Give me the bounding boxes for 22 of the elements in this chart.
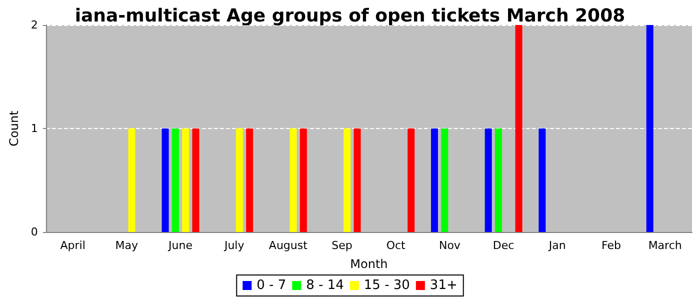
x-tick-label: July — [223, 239, 245, 252]
x-tick-label: Jan — [548, 239, 566, 252]
legend-label: 8 - 14 — [306, 278, 344, 293]
x-tick-label: Sep — [332, 239, 352, 252]
x-tick-label: Nov — [438, 239, 461, 252]
y-tick-label: 2 — [30, 18, 38, 32]
legend-label: 31+ — [430, 278, 458, 293]
x-tick-label: August — [268, 239, 308, 252]
x-tick-label: Oct — [386, 239, 406, 252]
legend-label: 15 - 30 — [364, 278, 410, 293]
x-tick-label: Dec — [492, 239, 514, 252]
legend-label: 0 - 7 — [256, 278, 286, 293]
y-tick-label: 0 — [30, 226, 38, 238]
y-axis-title: Count — [7, 110, 21, 146]
x-axis-title: Month — [350, 257, 388, 271]
x-tick-label: April — [60, 239, 86, 252]
chart-title: iana-multicast Age groups of open tickets March 2008 — [74, 6, 626, 26]
x-tick-label: June — [168, 239, 193, 252]
x-tick-label: March — [648, 239, 682, 252]
x-tick-label: May — [115, 239, 139, 252]
y-tick-label: 1 — [30, 122, 38, 135]
x-tick-label: Feb — [601, 239, 621, 252]
